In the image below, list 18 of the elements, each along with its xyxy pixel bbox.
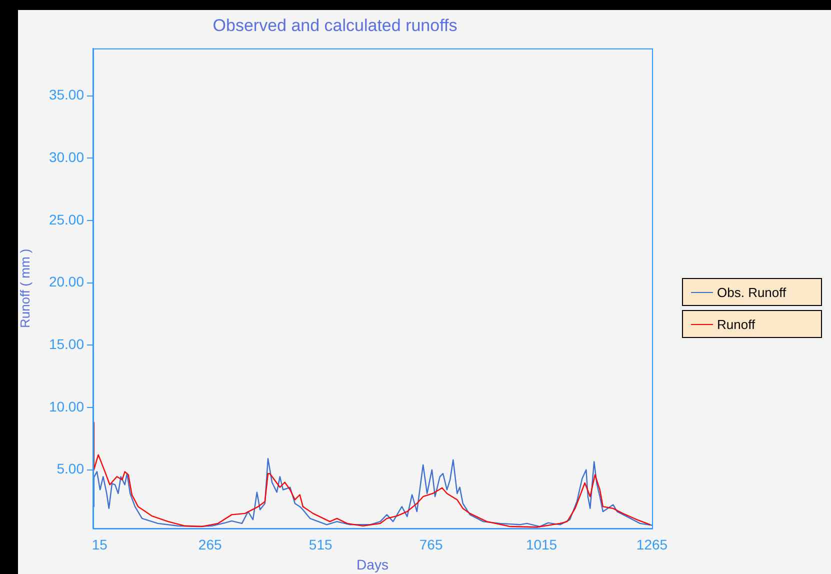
x-tick-label: 265 [198, 536, 222, 553]
legend-label: Obs. Runoff [717, 284, 786, 300]
y-tick-label: 20.00 [48, 274, 84, 290]
x-tick-label: 515 [308, 536, 332, 553]
x-tick-label: 1265 [636, 536, 668, 553]
x-tick-label: 1015 [526, 536, 558, 553]
x-axis-title: Days [356, 556, 388, 572]
x-tick-label: 15 [92, 536, 108, 553]
y-tick-label: 35.00 [48, 86, 84, 103]
chart-title: Observed and calculated runoffs [212, 16, 458, 35]
x-tick-label: 765 [419, 536, 443, 553]
y-axis-title: Runoff ( mm ) [17, 248, 32, 328]
y-tick-label: 30.00 [48, 148, 84, 165]
y-tick-label: 10.00 [48, 398, 84, 414]
y-tick-label: 5.00 [56, 460, 84, 477]
legend-label: Runoff [717, 316, 756, 332]
y-tick-label: 25.00 [48, 211, 84, 228]
y-tick-label: 15.00 [48, 336, 84, 352]
